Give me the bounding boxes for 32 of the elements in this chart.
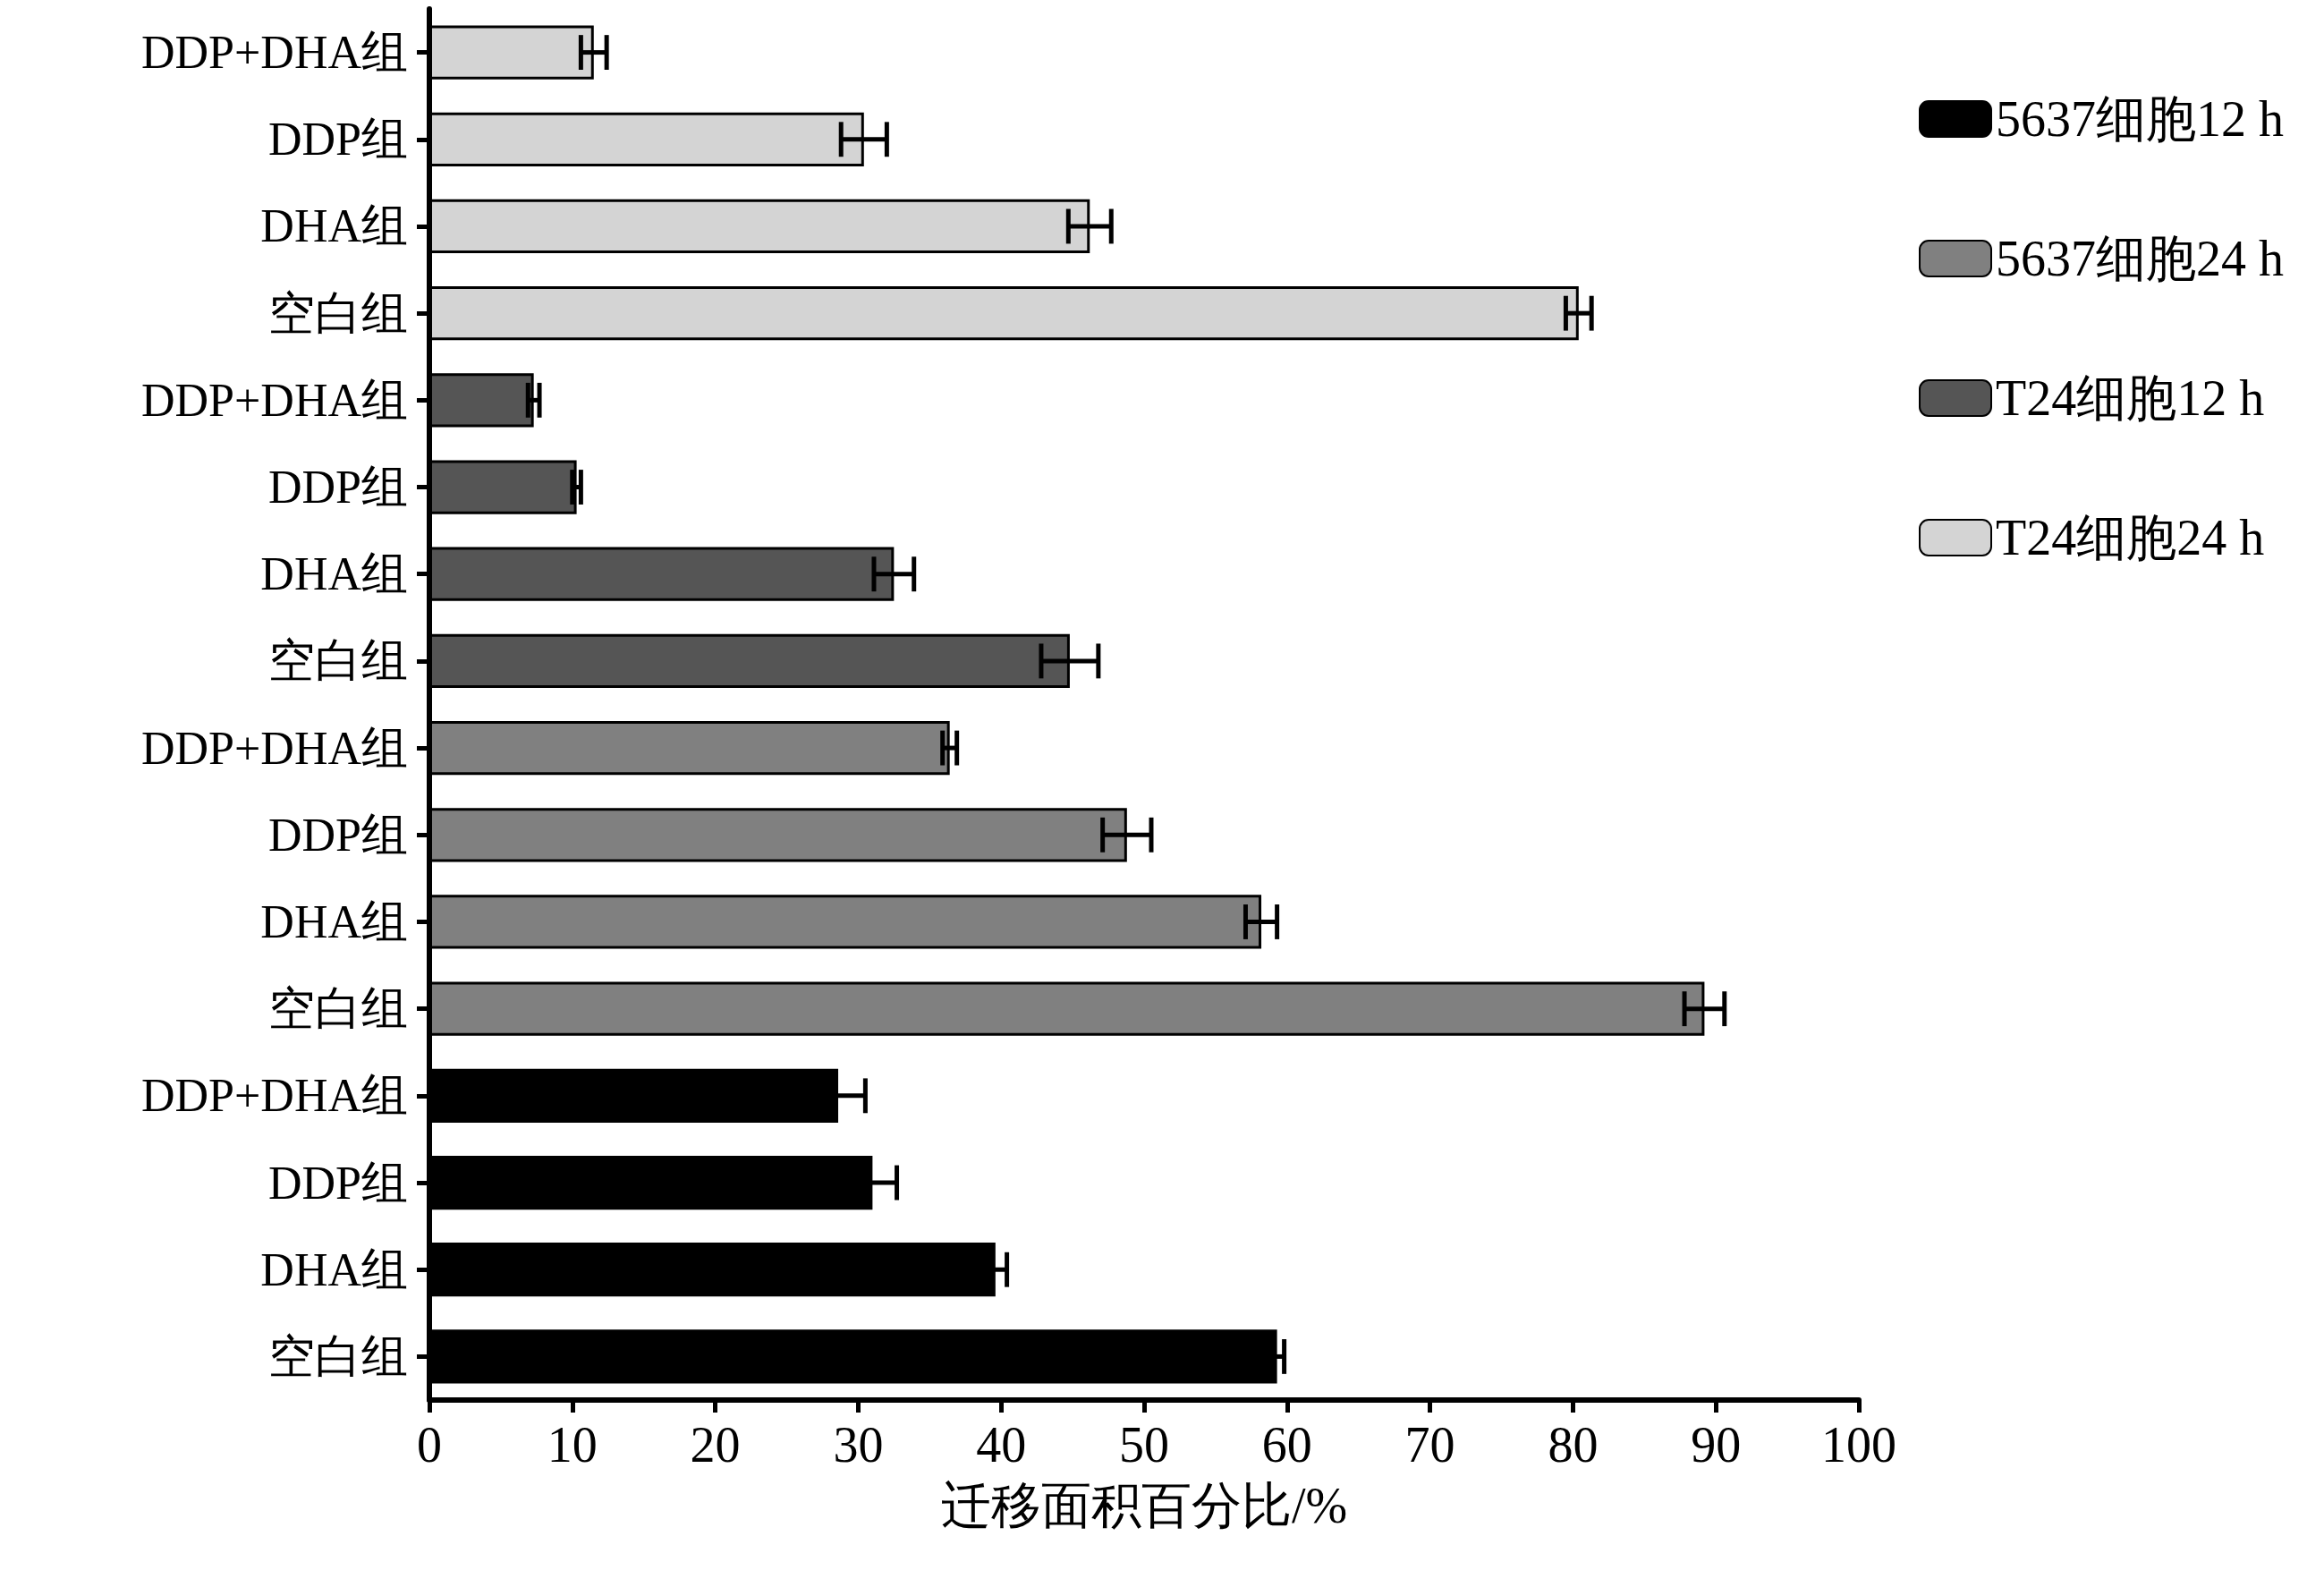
legend-label: T24细胞12 h: [1996, 370, 2265, 426]
x-axis-title: 迁移面积百分比/%: [940, 1478, 1348, 1533]
y-tick-label: DHA组: [260, 548, 408, 600]
x-tick-label: 40: [976, 1417, 1027, 1472]
x-tick-label: 70: [1404, 1417, 1455, 1472]
y-tick-label: 空白组: [268, 1330, 408, 1382]
y-tick-label: 空白组: [268, 983, 408, 1035]
legend-label: 5637细胞24 h: [1996, 231, 2284, 286]
y-tick-label: DHA组: [260, 895, 408, 947]
y-tick-label: 空白组: [268, 287, 408, 339]
x-tick-label: 20: [690, 1417, 741, 1472]
y-tick-label: DDP组: [267, 1157, 408, 1209]
x-tick-label: 30: [833, 1417, 884, 1472]
y-tick-label: DDP+DHA组: [140, 374, 408, 426]
legend-label: T24细胞24 h: [1996, 510, 2265, 565]
y-tick-label: DDP组: [267, 809, 408, 861]
y-tick-label: DDP+DHA组: [140, 27, 408, 79]
x-tick-label: 60: [1261, 1417, 1312, 1472]
y-tick-label: DDP+DHA组: [140, 1070, 408, 1122]
x-tick-label: 0: [417, 1417, 442, 1472]
x-tick-label: 50: [1119, 1417, 1169, 1472]
y-tick-label: DHA组: [260, 1243, 408, 1295]
y-tick-label: DHA组: [260, 200, 408, 252]
y-tick-label: 空白组: [268, 635, 408, 687]
legend-label: 5637细胞12 h: [1996, 91, 2284, 147]
x-tick-label: 80: [1548, 1417, 1599, 1472]
x-tick-label: 100: [1821, 1417, 1896, 1472]
y-tick-label: DDP组: [267, 114, 408, 165]
y-tick-label: DDP+DHA组: [140, 722, 408, 774]
x-tick-label: 10: [547, 1417, 598, 1472]
y-tick-label: DDP组: [267, 462, 408, 513]
x-tick-label: 90: [1691, 1417, 1742, 1472]
